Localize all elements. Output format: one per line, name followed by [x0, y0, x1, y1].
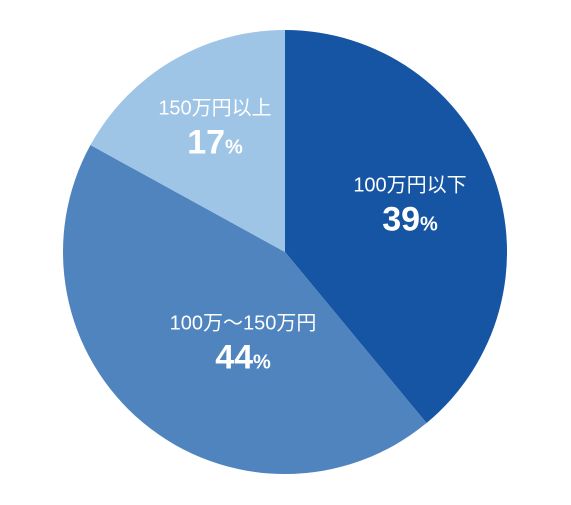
pie-slice-value: 39 — [382, 200, 420, 238]
pie-slice-value-wrap: 44% — [170, 336, 317, 379]
pie-slice-unit: % — [253, 351, 271, 373]
pie-slice-category: 100万～150万円 — [170, 311, 317, 336]
pie-slice-value: 44 — [215, 338, 253, 376]
pie-slice-unit: % — [420, 213, 438, 235]
pie-chart: 100万円以下39%100万～150万円44%150万円以上17% — [0, 0, 571, 505]
pie-slice-label: 100万～150万円44% — [170, 311, 317, 379]
pie-slice-category: 100万円以下 — [353, 173, 466, 198]
pie-svg — [0, 0, 571, 505]
pie-slice-value: 17 — [187, 123, 225, 161]
pie-slice-label: 150万円以上17% — [158, 96, 271, 164]
pie-slice-label: 100万円以下39% — [353, 173, 466, 241]
pie-slice-value-wrap: 17% — [158, 121, 271, 164]
pie-slice-value-wrap: 39% — [353, 198, 466, 241]
pie-slice-category: 150万円以上 — [158, 96, 271, 121]
pie-slice-unit: % — [225, 136, 243, 158]
